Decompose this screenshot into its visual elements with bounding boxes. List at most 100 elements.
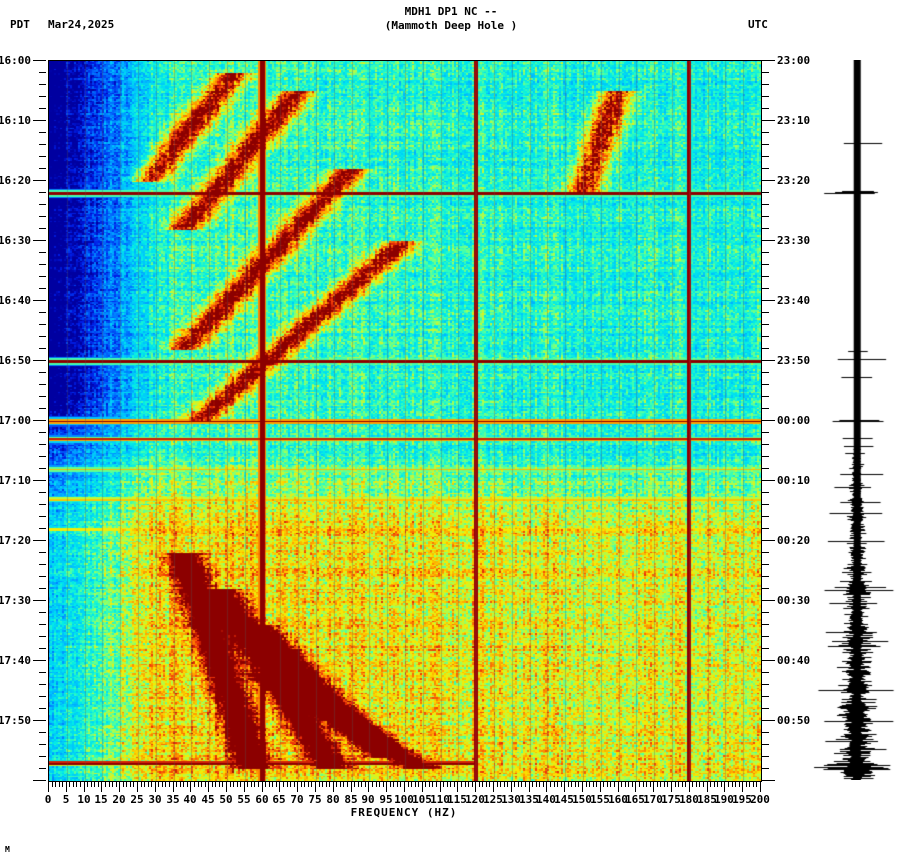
freq-tick-minor xyxy=(536,781,537,787)
axis-tick-minor xyxy=(762,468,769,469)
axis-tick-minor xyxy=(39,696,46,697)
freq-tick-minor xyxy=(301,781,302,787)
time-axis-label: 17:30 xyxy=(0,594,31,607)
freq-tick-minor xyxy=(660,781,661,787)
time-axis-label: 23:30 xyxy=(777,234,811,247)
left-timezone-label: PDT xyxy=(10,18,30,31)
freq-tick-minor xyxy=(578,781,579,787)
freq-tick-minor xyxy=(650,781,651,787)
axis-tick-minor xyxy=(762,624,769,625)
freq-axis-label: 165 xyxy=(625,793,645,806)
freq-tick-minor xyxy=(415,781,416,787)
freq-tick-minor xyxy=(240,781,241,787)
freq-axis-label: 40 xyxy=(183,793,197,806)
freq-tick-minor xyxy=(621,781,622,787)
freq-tick-minor xyxy=(482,781,483,787)
freq-tick-minor xyxy=(561,781,562,787)
freq-tick-major xyxy=(297,781,298,792)
left-time-axis: 16:00 16:10 16:20 16:30 16:40 16:50 17:00 17:10… xyxy=(0,55,46,781)
axis-tick-minor xyxy=(762,636,769,637)
axis-tick-major xyxy=(33,780,46,781)
freq-axis-label: 175 xyxy=(661,793,681,806)
freq-tick-minor xyxy=(94,781,95,787)
freq-tick-major xyxy=(190,781,191,792)
axis-tick-minor xyxy=(39,264,46,265)
axis-tick-minor xyxy=(762,456,769,457)
axis-tick-minor xyxy=(39,96,46,97)
freq-tick-minor xyxy=(504,781,505,787)
freq-tick-major xyxy=(564,781,565,792)
seismogram-trace[interactable] xyxy=(812,60,898,780)
freq-tick-minor xyxy=(418,781,419,787)
axis-tick-minor xyxy=(39,312,46,313)
freq-tick-major xyxy=(493,781,494,792)
axis-tick-minor xyxy=(762,96,769,97)
freq-tick-minor xyxy=(753,781,754,787)
freq-axis-label: 110 xyxy=(430,793,450,806)
axis-tick-minor xyxy=(39,756,46,757)
freq-tick-minor xyxy=(287,781,288,787)
freq-tick-minor xyxy=(276,781,277,787)
freq-tick-major xyxy=(582,781,583,792)
freq-tick-minor xyxy=(393,781,394,787)
freq-tick-minor xyxy=(237,781,238,787)
axis-tick-major xyxy=(33,660,46,661)
freq-axis-label: 115 xyxy=(447,793,467,806)
freq-tick-minor xyxy=(571,781,572,787)
axis-tick-minor xyxy=(39,432,46,433)
freq-axis-label: 155 xyxy=(590,793,610,806)
axis-tick-minor xyxy=(39,288,46,289)
axis-tick-minor xyxy=(39,516,46,517)
freq-tick-minor xyxy=(397,781,398,787)
axis-tick-major xyxy=(762,480,775,481)
freq-tick-minor xyxy=(746,781,747,787)
freq-tick-minor xyxy=(575,781,576,787)
freq-tick-minor xyxy=(443,781,444,787)
axis-tick-minor xyxy=(39,684,46,685)
freq-tick-minor xyxy=(400,781,401,787)
freq-tick-minor xyxy=(151,781,152,787)
freq-tick-major xyxy=(440,781,441,792)
axis-tick-major xyxy=(762,780,775,781)
freq-tick-minor xyxy=(219,781,220,787)
axis-tick-minor xyxy=(762,348,769,349)
freq-tick-minor xyxy=(269,781,270,787)
freq-tick-minor xyxy=(354,781,355,787)
freq-tick-minor xyxy=(710,781,711,787)
freq-axis-label: 35 xyxy=(166,793,180,806)
axis-tick-major xyxy=(762,300,775,301)
axis-tick-minor xyxy=(762,684,769,685)
axis-tick-minor xyxy=(762,372,769,373)
freq-tick-minor xyxy=(739,781,740,787)
axis-tick-major xyxy=(762,240,775,241)
axis-tick-minor xyxy=(39,708,46,709)
axis-tick-minor xyxy=(39,648,46,649)
freq-tick-major xyxy=(173,781,174,792)
axis-tick-minor xyxy=(39,768,46,769)
axis-tick-minor xyxy=(39,84,46,85)
freq-tick-minor xyxy=(507,781,508,787)
axis-tick-minor xyxy=(762,312,769,313)
time-axis-label: 23:00 xyxy=(777,54,811,67)
axis-tick-minor xyxy=(39,468,46,469)
time-axis-label: 17:00 xyxy=(0,414,31,427)
time-axis-label: 23:20 xyxy=(777,174,811,187)
spectrogram-plot[interactable] xyxy=(48,60,762,782)
freq-tick-minor xyxy=(343,781,344,787)
axis-tick-major xyxy=(762,120,775,121)
freq-axis-label: 130 xyxy=(501,793,521,806)
freq-axis-label: 55 xyxy=(237,793,251,806)
freq-axis-label: 185 xyxy=(697,793,717,806)
freq-tick-major xyxy=(315,781,316,792)
axis-tick-minor xyxy=(39,624,46,625)
freq-axis-label: 195 xyxy=(732,793,752,806)
axis-tick-minor xyxy=(39,192,46,193)
freq-tick-major xyxy=(333,781,334,792)
freq-tick-major xyxy=(760,781,761,792)
axis-tick-minor xyxy=(762,396,769,397)
freq-tick-minor xyxy=(586,781,587,787)
axis-tick-minor xyxy=(762,708,769,709)
time-axis-label: 16:40 xyxy=(0,294,31,307)
freq-tick-major xyxy=(137,781,138,792)
freq-tick-minor xyxy=(664,781,665,787)
